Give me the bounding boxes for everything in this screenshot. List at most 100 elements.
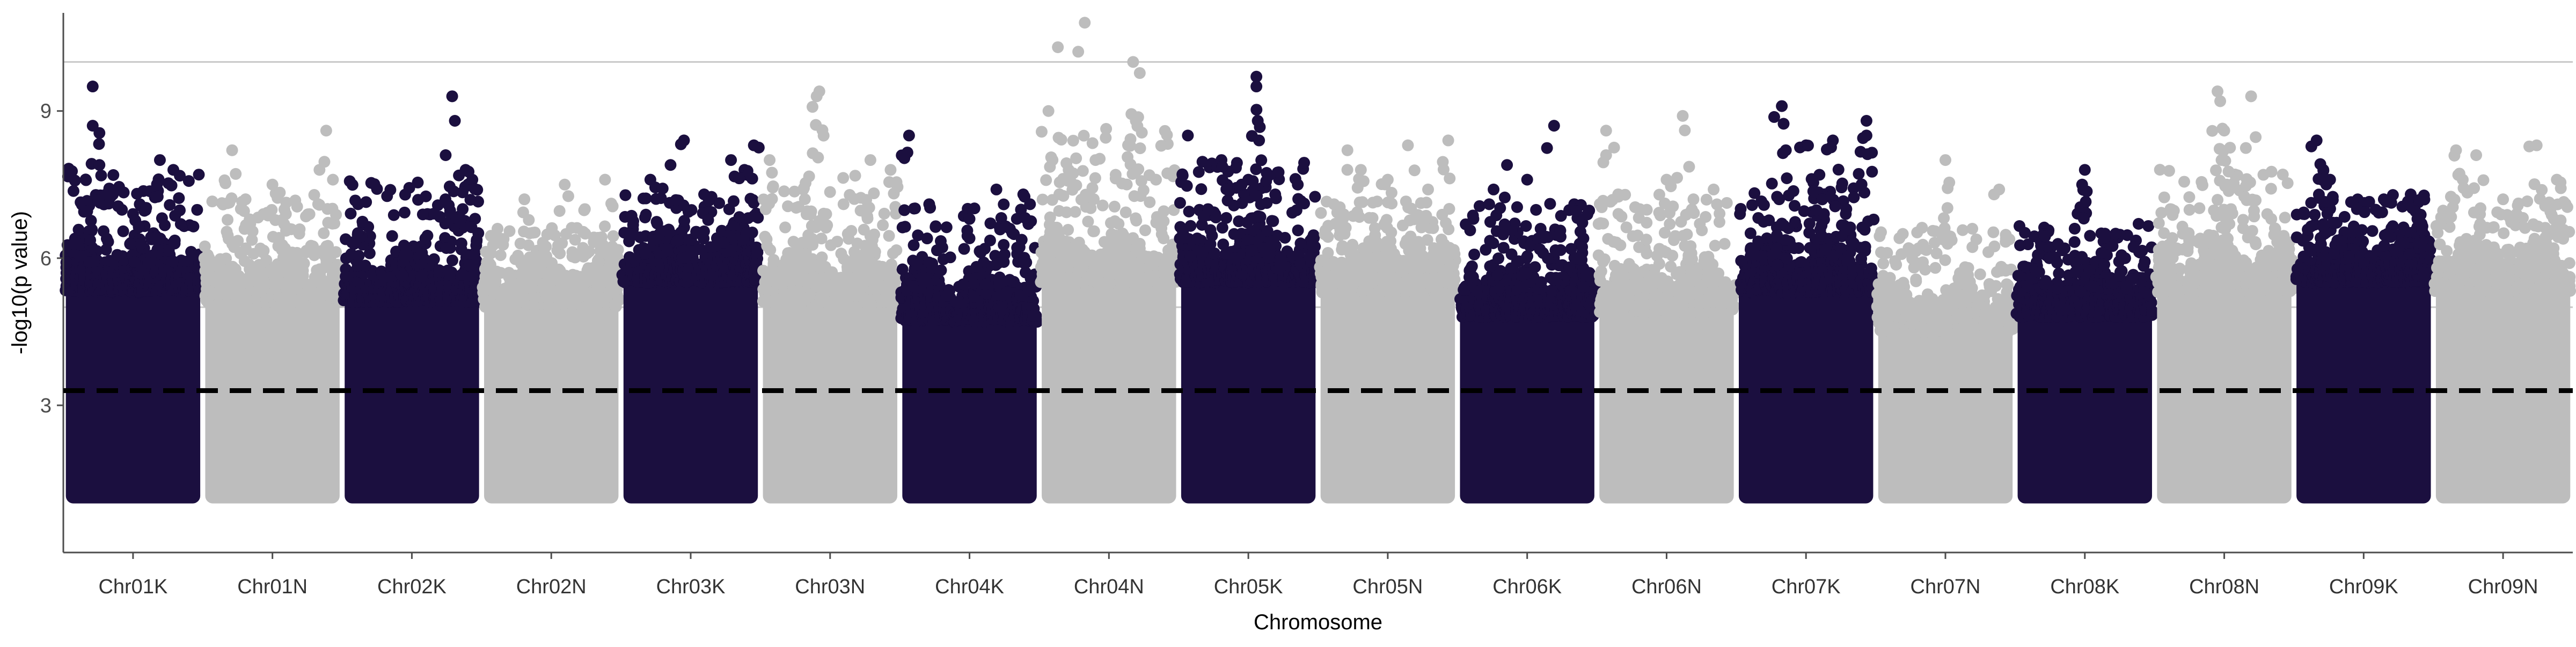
data-point: [991, 184, 1002, 195]
data-point: [1183, 206, 1195, 217]
data-point: [388, 209, 400, 221]
data-point: [1131, 164, 1143, 176]
data-point: [672, 235, 684, 246]
data-point: [1001, 286, 1013, 298]
data-point: [124, 238, 136, 250]
data-point: [444, 207, 456, 219]
data-point: [347, 179, 358, 191]
data-point: [169, 210, 181, 222]
chromosome-Chr01K: [60, 81, 207, 504]
data-point: [1195, 183, 1207, 195]
data-point: [68, 185, 79, 197]
data-point: [562, 190, 574, 202]
data-point: [1250, 81, 1262, 92]
data-point: [71, 238, 83, 250]
data-point: [850, 170, 861, 181]
data-point: [1019, 212, 1031, 224]
data-point: [279, 243, 291, 255]
data-point: [159, 220, 171, 231]
data-point: [801, 261, 813, 273]
data-point: [399, 189, 411, 201]
data-point: [225, 262, 237, 274]
data-point: [1155, 140, 1167, 151]
data-point: [804, 209, 816, 221]
data-point: [1309, 191, 1321, 202]
data-point: [523, 214, 535, 226]
data-point: [495, 249, 507, 261]
data-point: [1121, 179, 1133, 191]
data-point: [838, 198, 850, 210]
data-point: [596, 231, 608, 243]
chromosome-Chr03N: [757, 85, 904, 503]
data-point: [554, 248, 566, 259]
data-point: [1176, 169, 1188, 180]
data-point: [163, 177, 174, 189]
data-point: [87, 120, 99, 132]
data-point: [1127, 232, 1139, 244]
data-point: [705, 241, 716, 253]
data-point: [456, 237, 467, 249]
data-point: [764, 154, 775, 166]
data-point: [69, 175, 81, 186]
data-point: [843, 272, 855, 283]
data-point: [553, 264, 565, 275]
data-point: [958, 243, 970, 255]
data-point: [1191, 232, 1203, 244]
data-point: [1291, 205, 1302, 216]
chromosome-Chr01N: [199, 125, 347, 503]
data-point: [275, 214, 287, 226]
data-point: [261, 207, 273, 219]
data-point: [232, 235, 244, 246]
dense-points-block: [345, 297, 479, 504]
data-point: [1193, 166, 1205, 178]
data-point: [369, 178, 380, 190]
data-point: [304, 208, 316, 220]
data-point: [1125, 133, 1137, 145]
chromosome-Chr04N: [1035, 17, 1183, 503]
data-point: [1139, 224, 1151, 236]
data-point: [984, 235, 996, 246]
data-point: [767, 180, 779, 192]
data-point: [174, 170, 186, 181]
data-point: [340, 271, 352, 282]
data-point: [908, 239, 920, 251]
data-point: [638, 193, 649, 205]
data-point: [479, 275, 491, 287]
data-point: [330, 246, 342, 258]
data-point: [1184, 220, 1196, 232]
data-point: [763, 198, 775, 209]
data-point: [903, 129, 915, 141]
data-point: [675, 139, 687, 150]
data-point: [733, 172, 745, 184]
data-point: [1036, 126, 1048, 137]
data-point: [1045, 151, 1057, 163]
dense-points-block: [205, 297, 339, 504]
data-point: [199, 241, 211, 252]
data-point: [356, 216, 368, 228]
data-point: [440, 149, 451, 161]
data-point: [1053, 205, 1065, 217]
data-point: [624, 228, 636, 240]
data-point: [911, 258, 923, 270]
data-point: [702, 214, 714, 226]
data-point: [608, 230, 619, 242]
data-point: [352, 227, 364, 239]
chromosome-Chr04K: [895, 129, 1043, 503]
data-point: [155, 232, 166, 244]
data-point: [571, 222, 583, 234]
data-point: [96, 170, 107, 181]
data-point: [559, 179, 570, 191]
data-point: [883, 272, 895, 283]
data-point: [541, 229, 553, 241]
data-point: [1158, 232, 1169, 244]
data-point: [1044, 226, 1056, 238]
dense-points-block: [902, 317, 1036, 503]
data-point: [998, 199, 1009, 210]
data-point: [1181, 180, 1193, 192]
data-point: [1220, 212, 1232, 224]
data-point: [211, 259, 223, 271]
data-point: [1077, 165, 1089, 177]
data-point: [516, 270, 528, 281]
data-point: [638, 242, 649, 254]
